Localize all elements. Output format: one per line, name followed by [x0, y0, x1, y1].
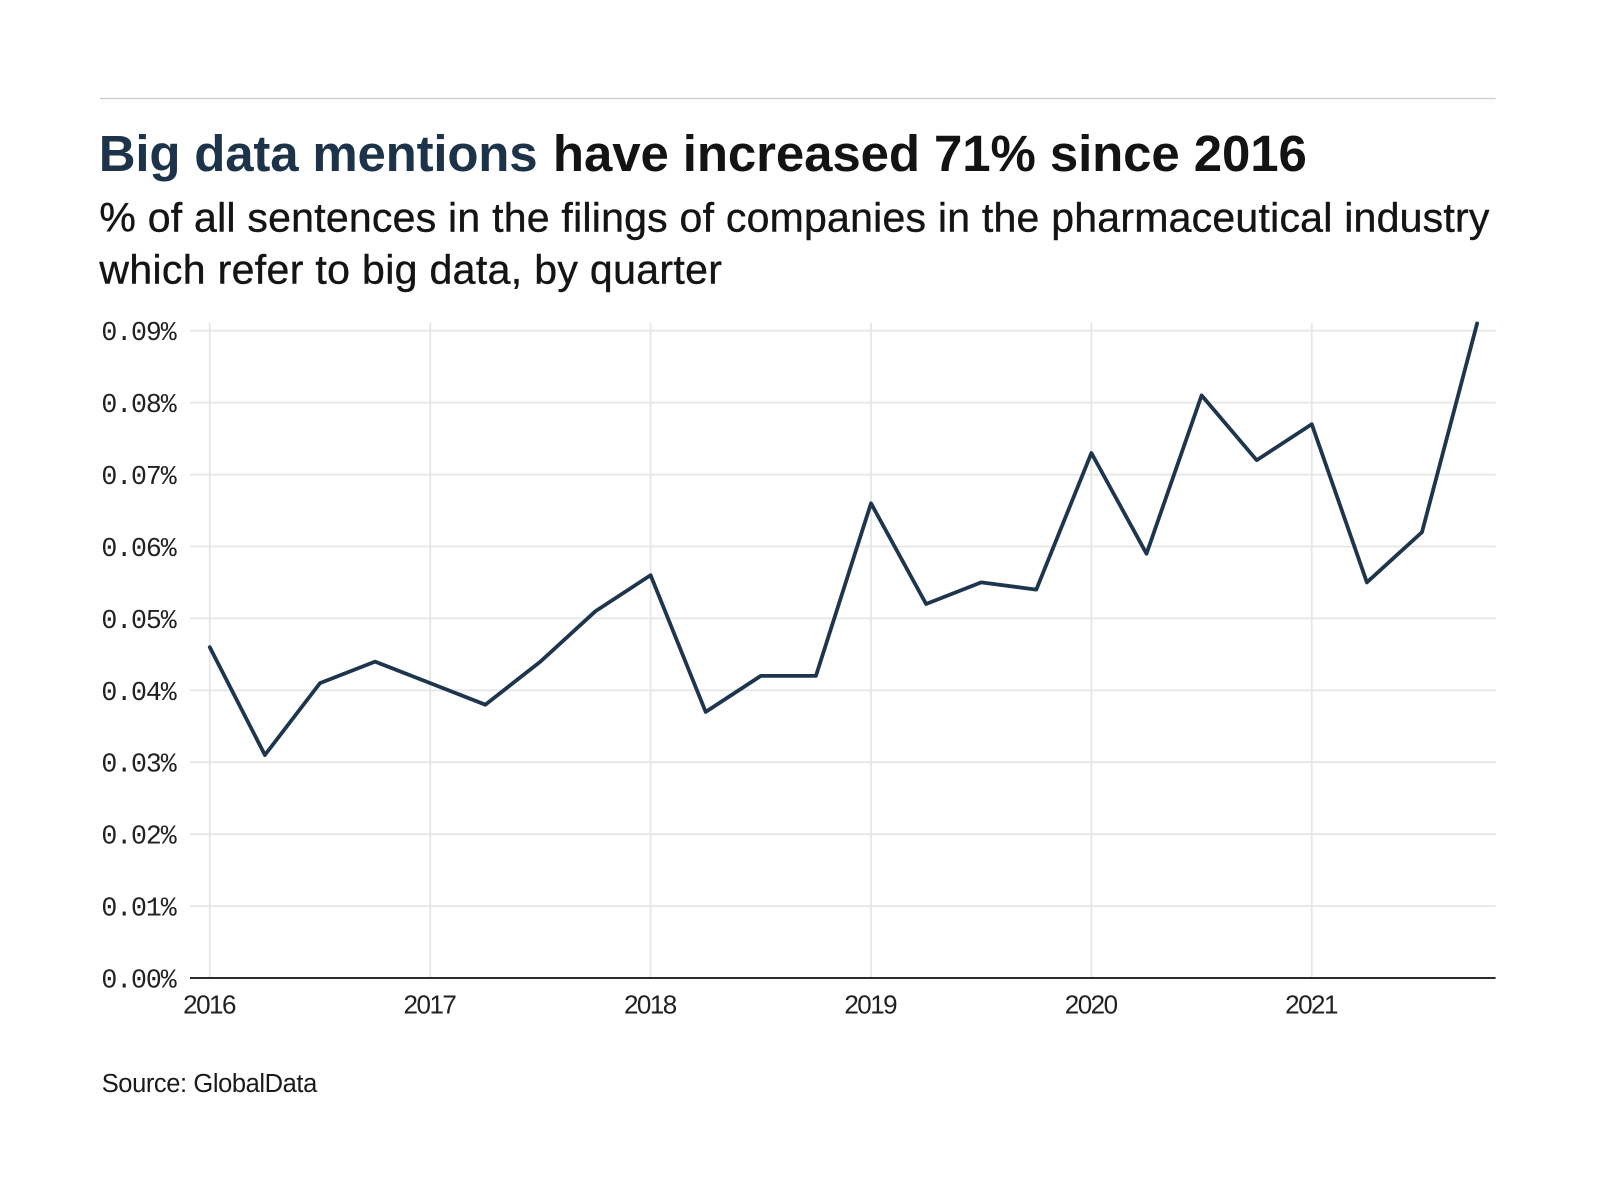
svg-text:0.03%: 0.03%	[101, 750, 176, 780]
svg-text:0.04%: 0.04%	[101, 678, 176, 708]
svg-text:0.08%: 0.08%	[101, 390, 176, 420]
svg-text:0.06%: 0.06%	[101, 534, 176, 564]
svg-text:2021: 2021	[1285, 990, 1338, 1020]
svg-text:0.05%: 0.05%	[101, 606, 176, 636]
svg-text:0.07%: 0.07%	[101, 462, 176, 492]
svg-text:0.01%: 0.01%	[101, 894, 176, 924]
svg-text:Source: GlobalData: Source: GlobalData	[102, 1070, 318, 1098]
svg-text:2019: 2019	[844, 990, 897, 1020]
svg-text:which refer to big data, by qu: which refer to big data, by quarter	[98, 246, 722, 292]
svg-text:2016: 2016	[183, 990, 236, 1020]
svg-text:2020: 2020	[1065, 990, 1118, 1020]
svg-text:2017: 2017	[404, 990, 457, 1020]
svg-text:0.09%: 0.09%	[101, 318, 176, 348]
svg-text:0.02%: 0.02%	[101, 822, 176, 852]
svg-text:2018: 2018	[624, 990, 677, 1020]
svg-text:% of all sentences in the fili: % of all sentences in the filings of com…	[99, 195, 1490, 241]
svg-text:Big data mentions: Big data mentions	[99, 125, 538, 182]
svg-text:0.00%: 0.00%	[101, 966, 176, 996]
svg-text:have increased 71% since 2016: have increased 71% since 2016	[553, 125, 1307, 182]
